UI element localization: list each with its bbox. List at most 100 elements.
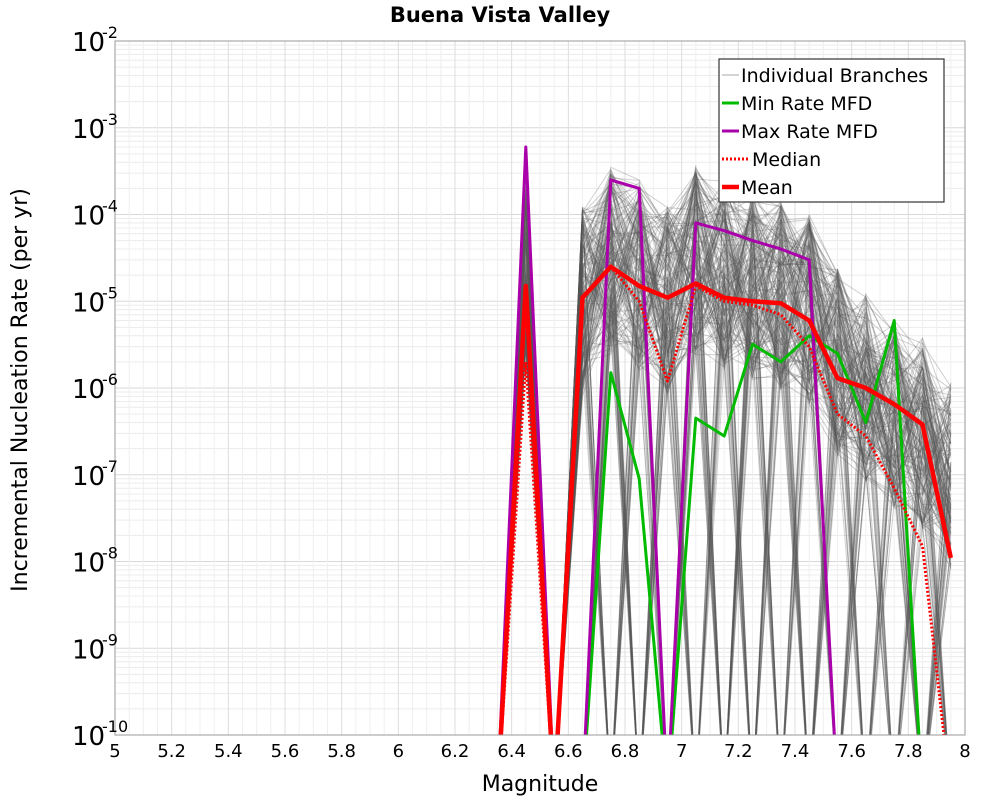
branch-line	[556, 196, 952, 735]
branch-line	[556, 205, 946, 735]
branch-line	[500, 206, 952, 735]
series-min-rate-mfd	[585, 319, 921, 735]
y-tick-exponent: -4	[102, 197, 118, 216]
branch-line	[500, 217, 952, 735]
branch-line	[499, 189, 952, 735]
y-axis-label: Incremental Nucleation Rate (per yr)	[8, 188, 33, 592]
branch-line	[500, 241, 952, 735]
x-tick-label: 5.4	[214, 741, 243, 762]
branch-line	[500, 172, 951, 735]
series-max-rate-mfd	[498, 145, 836, 735]
y-tick-exponent: -8	[102, 544, 118, 563]
x-tick-label: 5.8	[327, 741, 356, 762]
branch-line	[556, 214, 952, 735]
branch-line	[556, 206, 952, 735]
y-tick-base: 10	[72, 462, 105, 492]
branch-line	[499, 188, 952, 735]
y-tick-base: 10	[72, 375, 105, 405]
x-axis-label: Magnitude	[482, 772, 599, 797]
branch-line	[557, 210, 952, 735]
branch-line	[499, 171, 952, 735]
branch-line	[584, 197, 952, 735]
y-tick-exponent: -10	[102, 717, 128, 736]
y-tick-exponent: -9	[102, 630, 118, 649]
y-tick-label: 10-9	[72, 630, 118, 665]
branch-line	[500, 197, 952, 735]
branch-line	[500, 187, 952, 735]
y-tick-label: 10-8	[72, 544, 118, 579]
branch-line	[499, 177, 952, 735]
branch-line	[500, 207, 952, 735]
y-tick-base: 10	[72, 635, 105, 665]
branch-line	[500, 172, 952, 735]
legend-label: Individual Branches	[741, 65, 928, 87]
legend-box	[718, 58, 945, 203]
branch-line	[556, 208, 952, 735]
branch-line	[499, 192, 952, 735]
legend-label: Max Rate MFD	[741, 121, 878, 143]
y-tick-exponent: -5	[102, 283, 118, 302]
y-tick-exponent: -3	[102, 110, 118, 129]
branch-line	[557, 169, 952, 735]
branch-line	[556, 215, 952, 735]
branch-line	[500, 222, 952, 735]
branch-line	[585, 199, 951, 735]
y-tick-label: 10-7	[72, 457, 118, 492]
branch-line	[557, 180, 952, 735]
x-tick-label: 7	[676, 741, 687, 762]
y-tick-base: 10	[72, 202, 105, 232]
branch-line	[500, 182, 946, 735]
branch-line	[499, 179, 952, 735]
legend-label: Mean	[741, 177, 793, 199]
branch-line	[557, 188, 952, 735]
branch-line	[499, 181, 951, 735]
branch-line	[500, 207, 952, 735]
branch-line	[556, 189, 952, 735]
branch-line	[557, 191, 946, 735]
branch-line	[557, 198, 952, 735]
series-lines	[498, 145, 954, 735]
x-tick-label: 6.8	[611, 741, 640, 762]
y-tick-label: 10-2	[72, 23, 118, 58]
y-tick-base: 10	[72, 549, 105, 579]
y-tick-label: 10-10	[72, 717, 128, 752]
branch-line	[614, 205, 952, 735]
x-tick-label: 5.6	[271, 741, 300, 762]
x-tick-label: 6	[393, 741, 404, 762]
branch-line	[585, 226, 952, 735]
branch-line	[557, 211, 952, 735]
x-tick-label: 5	[109, 741, 120, 762]
x-tick-label: 7.8	[894, 741, 923, 762]
y-tick-exponent: -2	[102, 23, 118, 42]
branch-line	[556, 207, 952, 735]
branch-line	[500, 166, 952, 735]
y-tick-base: 10	[72, 722, 105, 752]
branch-line	[500, 201, 952, 735]
x-tick-label: 8	[959, 741, 970, 762]
branch-line	[500, 178, 952, 735]
branch-line	[500, 239, 952, 735]
y-tick-base: 10	[72, 115, 105, 145]
branch-line	[557, 204, 948, 735]
branch-line	[500, 196, 952, 735]
branch-line	[500, 205, 952, 735]
y-tick-label: 10-5	[72, 283, 118, 318]
legend-label: Min Rate MFD	[741, 93, 872, 115]
branch-line	[585, 205, 952, 735]
legend-label: Median	[752, 149, 821, 171]
y-tick-label: 10-4	[72, 197, 118, 232]
y-tick-label: 10-3	[72, 110, 118, 145]
branch-line	[556, 168, 952, 735]
branch-line	[556, 217, 952, 735]
x-tick-label: 5.2	[157, 741, 186, 762]
branch-line	[500, 174, 952, 735]
y-tick-exponent: -6	[102, 370, 118, 389]
branch-line	[500, 181, 952, 735]
branch-line	[556, 212, 952, 735]
branch-line	[500, 239, 947, 735]
x-tick-label: 6.2	[441, 741, 470, 762]
branch-line	[556, 195, 952, 735]
branch-line	[556, 181, 952, 735]
branch-line	[500, 207, 952, 735]
